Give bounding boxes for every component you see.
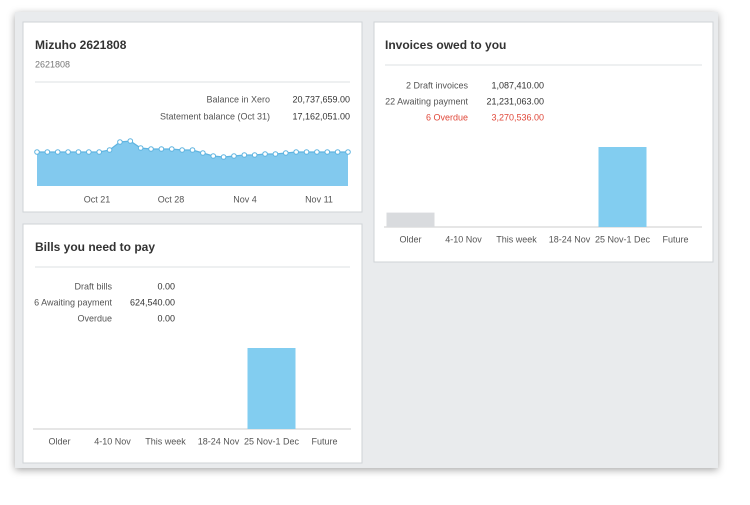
row-label: Draft bills [74, 281, 112, 291]
balance-point [200, 150, 206, 156]
x-tick-label: 4-10 Nov [445, 234, 482, 244]
balance-point [251, 152, 258, 158]
row-label: Balance in Xero [206, 94, 270, 104]
x-tick-label: Future [311, 436, 337, 446]
balance-point [345, 149, 351, 155]
balance-area [37, 141, 348, 186]
balance-point [65, 149, 71, 155]
balance-point [283, 150, 289, 156]
x-tick-label: Older [48, 436, 70, 446]
row-label: 22 Awaiting payment [385, 96, 468, 106]
balance-point [96, 149, 102, 155]
balance-point [117, 139, 123, 145]
x-tick-label: 25 Nov-1 Dec [595, 234, 651, 244]
x-tick-label: Future [662, 234, 688, 244]
row-value: 3,270,536.00 [491, 112, 544, 122]
row-value: 17,162,051.00 [292, 111, 350, 121]
bar[interactable] [386, 212, 435, 227]
row-label: 6 Awaiting payment [34, 297, 112, 307]
balance-point [54, 149, 61, 155]
x-tick-label: Oct 28 [158, 194, 185, 204]
x-tick-label: Oct 21 [84, 194, 111, 204]
balance-point [34, 149, 40, 155]
row-value: 0.00 [157, 281, 175, 291]
card-title[interactable]: Bills you need to pay [35, 240, 155, 254]
row-label: 6 Overdue [426, 112, 468, 122]
balance-point [324, 149, 331, 155]
balance-point [334, 149, 341, 155]
x-tick-label: Nov 4 [233, 194, 257, 204]
row-value: 624,540.00 [130, 297, 175, 307]
balance-point [241, 152, 248, 158]
x-tick-label: Nov 11 [305, 194, 333, 204]
card-title[interactable]: Invoices owed to you [385, 38, 506, 52]
card-title[interactable]: Mizuho 2621808 [35, 38, 127, 52]
row-value: 20,737,659.00 [292, 94, 350, 104]
balance-point [303, 149, 310, 155]
balance-point [293, 149, 299, 155]
balance-point [44, 149, 51, 155]
balance-point [231, 153, 237, 159]
x-tick-label: This week [496, 234, 537, 244]
balance-point [220, 154, 227, 160]
balance-point [262, 151, 268, 157]
balance-point [127, 138, 134, 144]
balance-point [137, 145, 144, 151]
x-tick-label: Older [399, 234, 421, 244]
row-value: 1,087,410.00 [491, 80, 544, 90]
x-tick-label: 4-10 Nov [94, 436, 131, 446]
x-tick-label: 18-24 Nov [198, 436, 240, 446]
bar[interactable] [247, 348, 296, 429]
balance-point [210, 153, 217, 159]
balance-point [189, 147, 196, 153]
balance-point [75, 149, 82, 155]
account-number: 2621808 [35, 59, 70, 69]
bar[interactable] [598, 147, 647, 227]
row-value: 0.00 [157, 313, 175, 323]
balance-point [272, 151, 279, 157]
x-tick-label: This week [145, 436, 186, 446]
balance-point [158, 146, 165, 152]
balance-point [168, 146, 175, 152]
balance-point [314, 149, 320, 155]
balance-point [86, 149, 92, 155]
row-label: Overdue [77, 313, 112, 323]
x-tick-label: 18-24 Nov [549, 234, 591, 244]
bills-card [22, 223, 363, 464]
row-label: 2 Draft invoices [406, 80, 469, 90]
balance-point [148, 146, 154, 152]
balance-point [106, 147, 113, 153]
row-value: 21,231,063.00 [486, 96, 544, 106]
balance-point [179, 147, 185, 153]
row-label: Statement balance (Oct 31) [160, 111, 270, 121]
x-tick-label: 25 Nov-1 Dec [244, 436, 300, 446]
